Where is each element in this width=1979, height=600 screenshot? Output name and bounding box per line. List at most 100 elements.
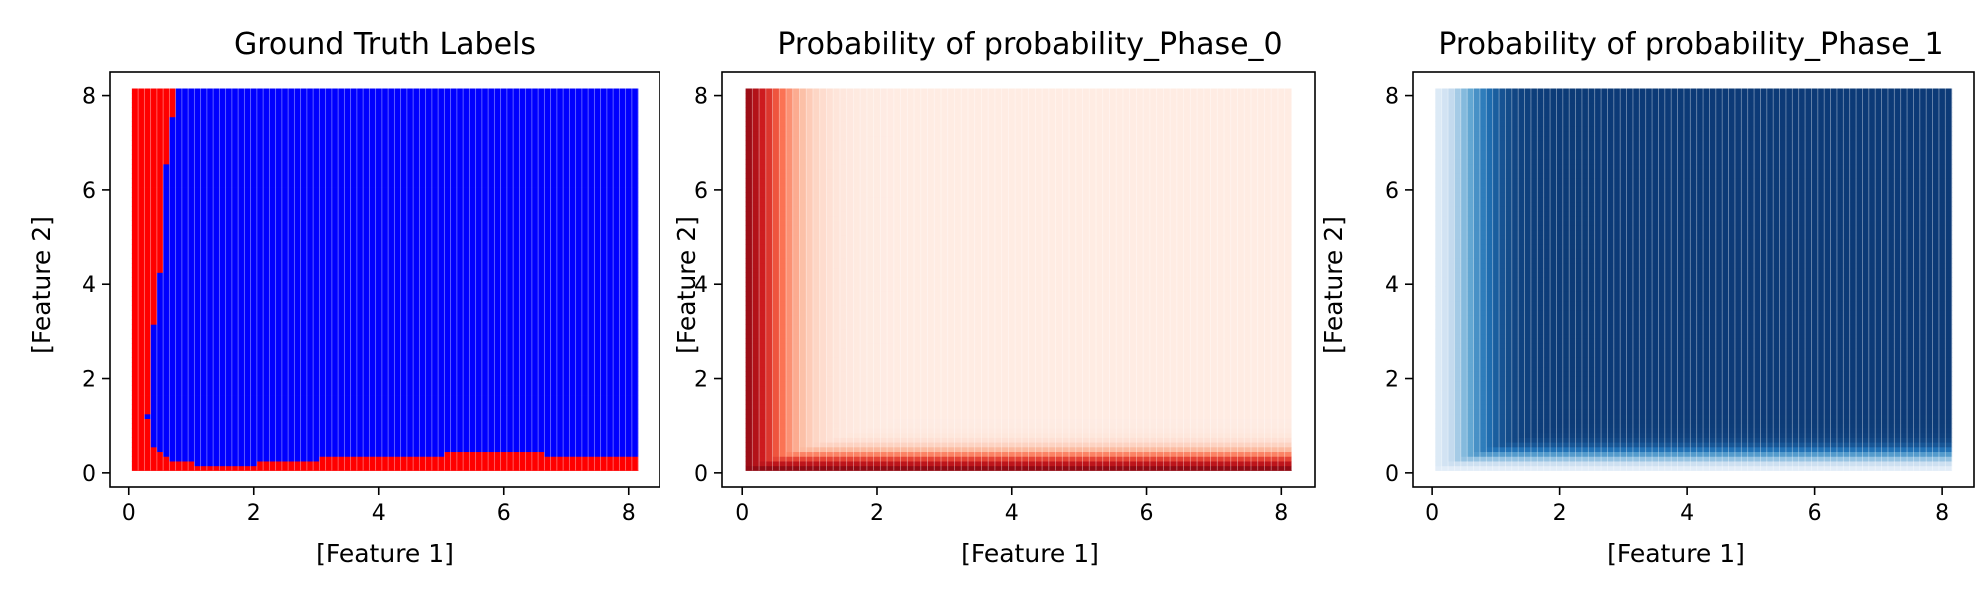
scatter-point	[131, 272, 139, 278]
scatter-point	[306, 376, 314, 382]
scatter-point	[131, 262, 139, 269]
scatter-point	[269, 446, 277, 453]
scatter-point	[231, 173, 239, 179]
scatter-point	[331, 102, 339, 108]
scatter-point	[481, 333, 489, 339]
scatter-point	[338, 130, 345, 137]
scatter-point	[169, 225, 177, 231]
scatter-point	[413, 168, 420, 174]
scatter-point	[200, 461, 208, 467]
scatter-point	[425, 178, 433, 184]
scatter-point	[394, 385, 402, 391]
scatter-point	[419, 380, 427, 387]
scatter-point	[288, 149, 295, 155]
scatter-point	[219, 201, 227, 207]
scatter-point	[300, 239, 308, 245]
scatter-point	[319, 192, 327, 198]
scatter-point	[313, 248, 320, 254]
scatter-point	[131, 140, 139, 146]
scatter-point	[231, 281, 239, 287]
scatter-point	[231, 371, 239, 377]
scatter-point	[481, 121, 489, 127]
scatter-point	[463, 423, 470, 429]
scatter-point	[438, 343, 445, 349]
scatter-point	[200, 300, 208, 306]
scatter-point	[344, 267, 352, 273]
scatter-point	[244, 395, 252, 401]
scatter-point	[494, 329, 502, 335]
scatter-point	[475, 244, 483, 250]
scatter-point	[206, 88, 214, 94]
scatter-point	[144, 97, 152, 104]
scatter-point	[363, 253, 370, 259]
scatter-point	[200, 314, 208, 320]
scatter-point	[456, 446, 464, 453]
scatter-point	[175, 442, 183, 448]
scatter-point	[313, 196, 320, 203]
scatter-point	[244, 324, 252, 330]
scatter-point	[138, 178, 145, 184]
scatter-point	[150, 267, 158, 273]
scatter-point	[469, 121, 477, 127]
scatter-point	[219, 432, 227, 438]
scatter-point	[175, 258, 183, 264]
scatter-point	[331, 145, 339, 151]
scatter-point	[175, 154, 183, 160]
scatter-point	[288, 465, 295, 471]
scatter-point	[288, 310, 295, 316]
scatter-point	[200, 248, 208, 254]
scatter-point	[356, 432, 364, 438]
scatter-point	[150, 310, 158, 316]
scatter-point	[425, 404, 433, 410]
scatter-point	[331, 432, 339, 438]
scatter-point	[450, 310, 458, 316]
scatter-point	[425, 126, 433, 132]
scatter-point	[444, 333, 452, 339]
scatter-point	[444, 461, 452, 467]
scatter-point	[275, 366, 283, 372]
scatter-point	[344, 390, 352, 396]
scatter-point	[281, 234, 289, 240]
scatter-point	[431, 159, 439, 165]
scatter-point	[356, 385, 364, 391]
scatter-point	[238, 418, 245, 424]
scatter-point	[381, 173, 389, 179]
scatter-point	[313, 140, 320, 146]
scatter-point	[244, 244, 252, 250]
scatter-point	[231, 234, 239, 240]
scatter-point	[400, 130, 408, 137]
scatter-point	[394, 135, 402, 141]
scatter-point	[469, 281, 477, 287]
scatter-point	[381, 376, 389, 382]
scatter-point	[269, 253, 277, 259]
scatter-point	[356, 300, 364, 306]
scatter-point	[219, 262, 227, 269]
scatter-point	[381, 154, 389, 160]
scatter-point	[144, 357, 152, 363]
scatter-point	[231, 149, 239, 155]
scatter-point	[506, 248, 514, 254]
scatter-point	[338, 211, 345, 217]
scatter-point	[169, 446, 177, 453]
scatter-point	[394, 291, 402, 297]
scatter-point	[419, 366, 427, 372]
scatter-point	[281, 93, 289, 99]
scatter-point	[263, 192, 270, 198]
scatter-point	[156, 112, 164, 118]
scatter-point	[281, 451, 289, 457]
scatter-point	[231, 338, 239, 344]
scatter-point	[138, 149, 145, 155]
scatter-point	[475, 305, 483, 311]
scatter-point	[338, 357, 345, 363]
scatter-point	[319, 296, 327, 302]
scatter-point	[156, 343, 164, 349]
scatter-point	[338, 126, 345, 132]
scatter-point	[356, 88, 364, 94]
scatter-point	[344, 178, 352, 184]
scatter-point	[163, 371, 170, 377]
scatter-point	[175, 140, 183, 146]
scatter-point	[494, 437, 502, 443]
scatter-point	[306, 413, 314, 420]
scatter-point	[438, 423, 445, 429]
scatter-point	[231, 262, 239, 269]
